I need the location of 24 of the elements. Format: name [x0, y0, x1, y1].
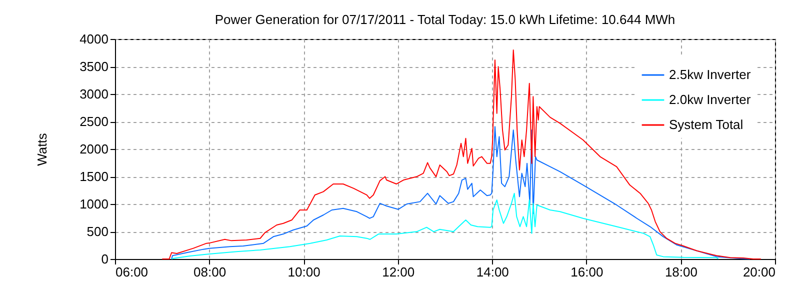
- y-tick-label: 1000: [80, 196, 108, 212]
- legend-label: System Total: [669, 117, 744, 132]
- x-tick-label: 16:00: [570, 264, 604, 280]
- legend-label: 2.5kw Inverter: [669, 67, 752, 82]
- x-tick-label: 06:00: [116, 264, 148, 280]
- y-tick-label: 0: [101, 252, 108, 266]
- x-tick-label: 08:00: [194, 264, 226, 280]
- line-series: [171, 192, 719, 260]
- x-tick-label: 20:00: [742, 264, 776, 280]
- y-axis-title: Watts: [34, 132, 50, 166]
- legend-label: 2.0kw Inverter: [669, 92, 752, 107]
- y-tick-label: 2500: [80, 114, 108, 129]
- x-tick-label: 12:00: [382, 264, 415, 280]
- x-tick-label: 14:00: [476, 264, 509, 280]
- line-series: [162, 50, 762, 260]
- y-tick-label: 3500: [80, 59, 108, 74]
- x-tick-label: 10:00: [288, 264, 320, 280]
- chart-title: Power Generation for 07/17/2011 - Total Today: 15.0 kWh Lifetime: 10.644 MWh: [214, 12, 676, 27]
- y-tick-label: 4000: [80, 32, 108, 46]
- y-tick-label: 2000: [80, 142, 108, 156]
- y-tick-label: 1500: [80, 169, 108, 184]
- y-tick-label: 3000: [80, 86, 108, 102]
- y-tick-label: 500: [86, 224, 108, 239]
- x-tick-label: 18:00: [664, 264, 698, 280]
